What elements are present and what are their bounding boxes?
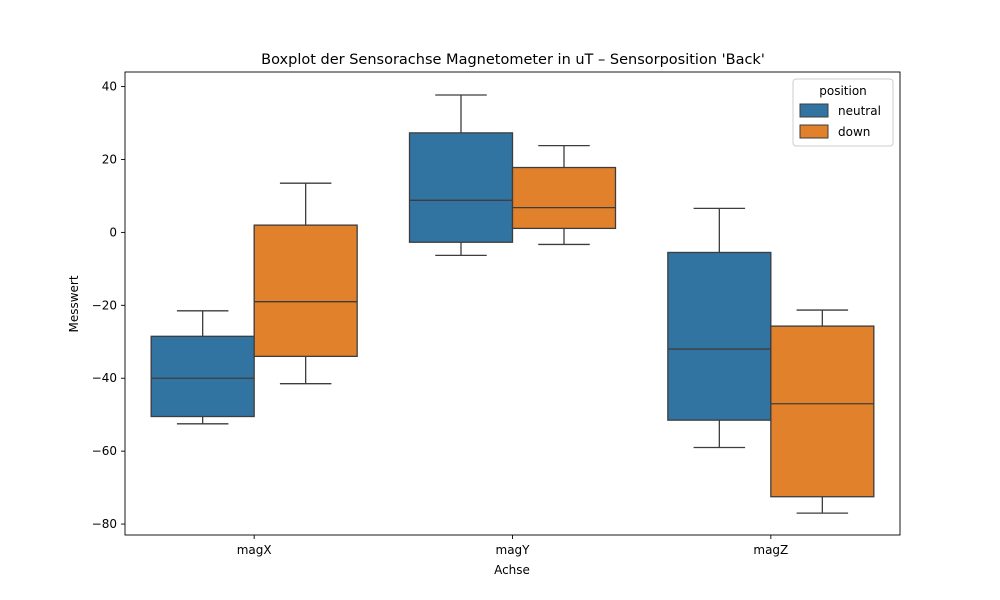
y-tick-label: −60 bbox=[92, 444, 117, 458]
x-tick-label: magX bbox=[237, 543, 272, 557]
box-neutral-magY bbox=[408, 94, 514, 257]
box-body bbox=[770, 325, 875, 498]
legend-items: neutral down bbox=[799, 103, 881, 139]
legend-label-down: down bbox=[838, 125, 870, 139]
box-down-magZ bbox=[770, 309, 875, 514]
legend-swatch-down bbox=[799, 124, 829, 139]
chart-title: Boxplot der Sensorachse Magnetometer in … bbox=[261, 52, 765, 68]
x-tick-label: magZ bbox=[753, 543, 788, 557]
legend: position neutral down bbox=[792, 78, 894, 147]
box-down-magY bbox=[511, 144, 617, 246]
y-tick-label: 40 bbox=[102, 80, 117, 94]
box-neutral-magX bbox=[150, 310, 255, 425]
box-down-magX bbox=[253, 182, 358, 385]
box-body bbox=[150, 335, 255, 418]
box-body bbox=[667, 251, 772, 421]
x-tick-label: magY bbox=[496, 543, 531, 557]
x-axis: magX magY magZ bbox=[237, 535, 788, 557]
plot-area bbox=[150, 94, 875, 514]
y-axis: 40 20 0 −20 −40 −60 −80 bbox=[92, 80, 125, 531]
legend-swatch-neutral bbox=[799, 103, 829, 118]
y-axis-title: Messwert bbox=[67, 275, 81, 332]
y-tick-label: 20 bbox=[102, 152, 117, 166]
legend-title: position bbox=[819, 84, 867, 98]
box-body bbox=[408, 132, 514, 243]
y-tick-label: −80 bbox=[92, 517, 117, 531]
y-tick-label: −20 bbox=[92, 298, 117, 312]
y-tick-label: 0 bbox=[109, 225, 117, 239]
legend-label-neutral: neutral bbox=[838, 104, 881, 118]
y-tick-label: −40 bbox=[92, 371, 117, 385]
box-neutral-magZ bbox=[667, 207, 772, 449]
box-body bbox=[253, 224, 358, 358]
x-axis-title: Achse bbox=[494, 563, 530, 577]
box-body bbox=[511, 166, 617, 230]
